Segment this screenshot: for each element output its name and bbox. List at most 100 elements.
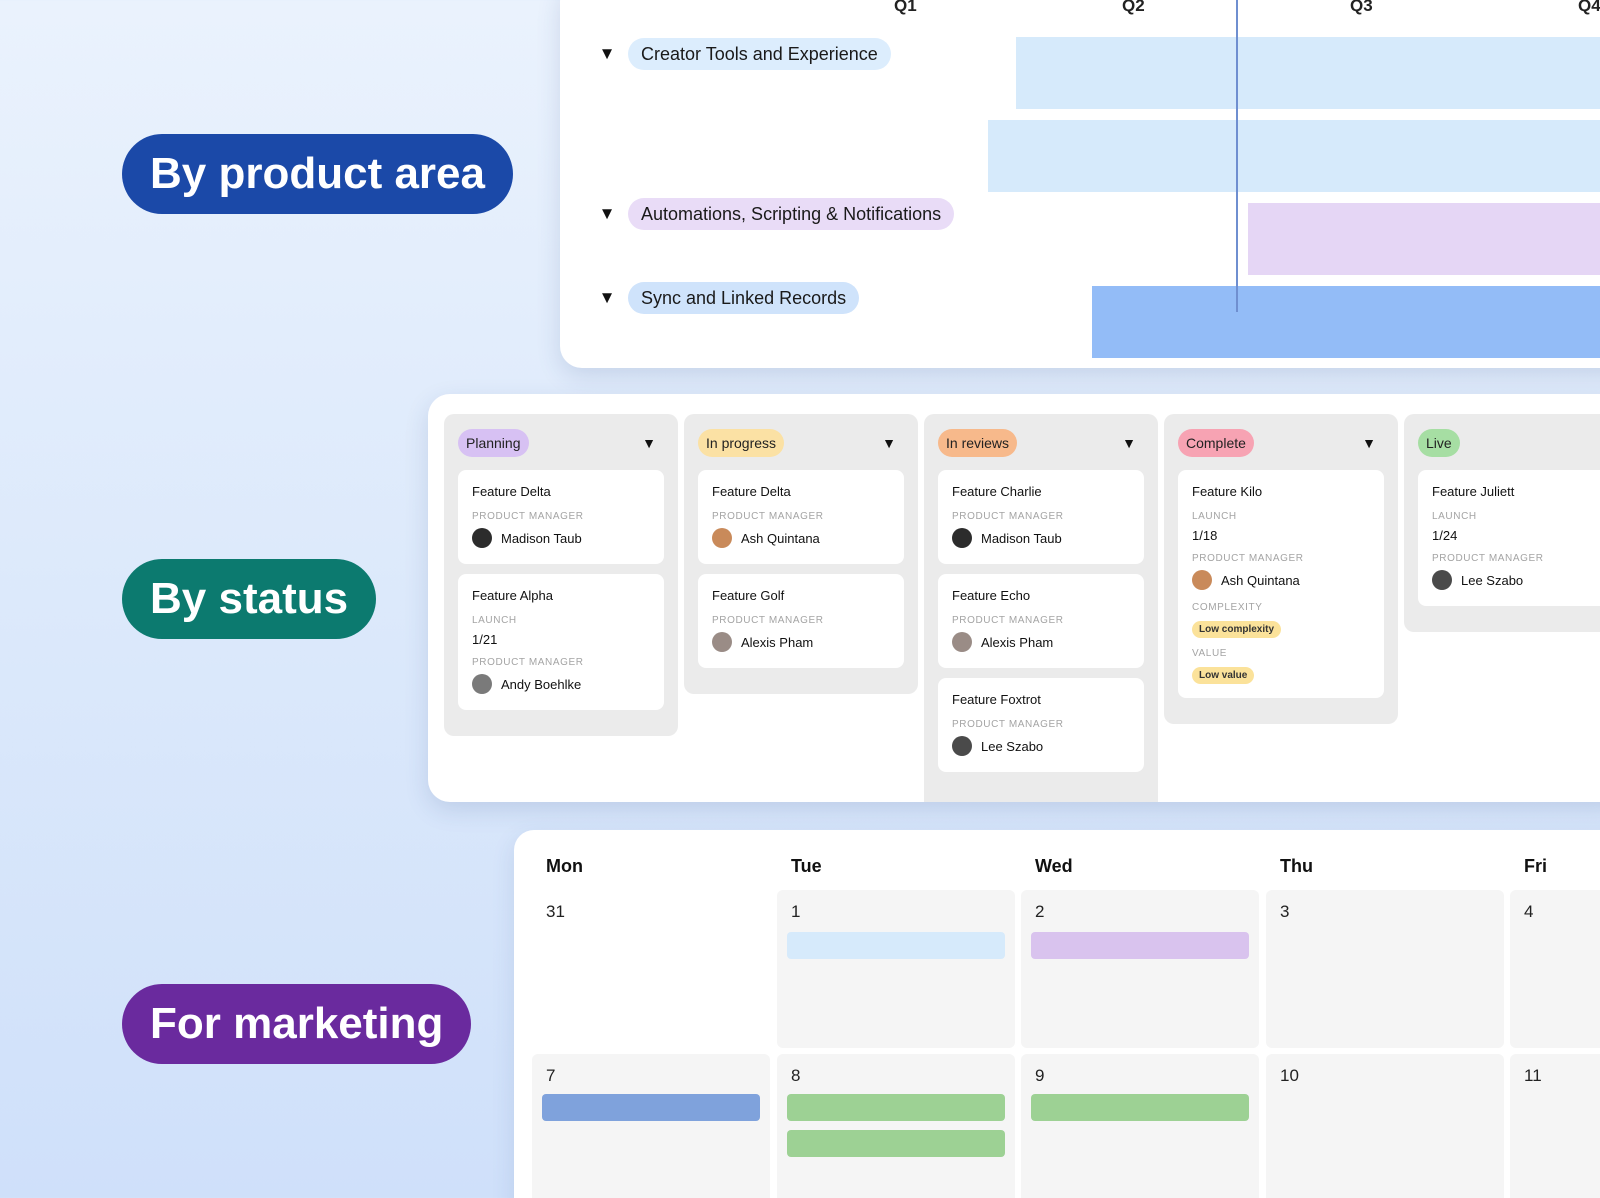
date-number: 2 xyxy=(1035,902,1045,921)
field-label: LAUNCH xyxy=(472,615,517,626)
card-title: Feature Delta xyxy=(712,484,791,499)
avatar xyxy=(952,736,972,756)
date-number: 31 xyxy=(546,902,565,921)
day-header: Wed xyxy=(1035,856,1073,876)
timeline-bar[interactable] xyxy=(988,120,1600,192)
quarter-header: Q4 xyxy=(1578,0,1600,15)
card-title: Feature Delta xyxy=(472,484,551,499)
person: Madison Taub xyxy=(472,528,650,548)
calendar-day-cell[interactable]: 7 xyxy=(532,1054,770,1198)
person: Ash Quintana xyxy=(712,528,890,548)
caret-down-icon[interactable]: ▼ xyxy=(642,435,656,451)
status-badge: In reviews xyxy=(938,429,1018,457)
field-label: COMPLEXITY xyxy=(1192,602,1263,613)
field-label: PRODUCT MANAGER xyxy=(952,511,1064,522)
calendar-event[interactable] xyxy=(542,1094,760,1121)
field-label: PRODUCT MANAGER xyxy=(1432,553,1544,564)
caret-down-icon[interactable]: ▼ xyxy=(1362,435,1376,451)
kanban-column-in-progress: In progress ▼ Feature Delta PRODUCT MANA… xyxy=(684,414,918,694)
person: Ash Quintana xyxy=(1192,570,1370,590)
kanban-card[interactable]: Feature Delta PRODUCT MANAGER Ash Quinta… xyxy=(698,470,904,564)
today-marker xyxy=(1236,0,1238,312)
person: Alexis Pham xyxy=(952,632,1130,652)
kanban-card[interactable]: Feature Echo PRODUCT MANAGER Alexis Pham xyxy=(938,574,1144,668)
person-name: Ash Quintana xyxy=(1221,572,1300,588)
person-name: Lee Szabo xyxy=(981,738,1044,754)
field-label: PRODUCT MANAGER xyxy=(472,511,584,522)
avatar xyxy=(472,674,492,694)
date-number: 8 xyxy=(791,1066,801,1085)
calendar-day-cell[interactable]: 31 xyxy=(532,890,770,1048)
launch-date: 1/18 xyxy=(1192,528,1218,543)
kanban-column-in-reviews: In reviews ▼ Feature Charlie PRODUCT MAN… xyxy=(924,414,1158,802)
caret-down-icon[interactable]: ▼ xyxy=(598,44,616,63)
launch-date: 1/24 xyxy=(1432,528,1458,543)
kanban-card[interactable]: Feature Kilo LAUNCH 1/18 PRODUCT MANAGER… xyxy=(1178,470,1384,698)
person-name: Lee Szabo xyxy=(1461,572,1524,588)
kanban-card[interactable]: Feature Alpha LAUNCH 1/21 PRODUCT MANAGE… xyxy=(458,574,664,710)
field-label: PRODUCT MANAGER xyxy=(712,615,824,626)
person: Lee Szabo xyxy=(1432,570,1600,590)
complexity-tag: Low complexity xyxy=(1192,621,1282,638)
caret-down-icon[interactable]: ▼ xyxy=(882,435,896,451)
card-title: Feature Charlie xyxy=(952,484,1042,499)
date-number: 10 xyxy=(1280,1066,1299,1085)
kanban-column-live: Live Feature Juliett LAUNCH 1/24 PRODUCT… xyxy=(1404,414,1600,632)
day-header: Tue xyxy=(791,856,822,876)
timeline-bar[interactable] xyxy=(1016,37,1600,109)
timeline-bar[interactable] xyxy=(1248,203,1600,275)
avatar xyxy=(1192,570,1212,590)
calendar-event[interactable] xyxy=(787,932,1005,959)
person: Madison Taub xyxy=(952,528,1130,548)
calendar-day-cell[interactable]: 2 xyxy=(1021,890,1259,1048)
card-title: Feature Juliett xyxy=(1432,484,1515,499)
calendar-day-cell[interactable]: 4 xyxy=(1510,890,1600,1048)
day-header: Thu xyxy=(1280,856,1313,876)
kanban-card[interactable]: Feature Golf PRODUCT MANAGER Alexis Pham xyxy=(698,574,904,668)
person-name: Ash Quintana xyxy=(741,530,820,546)
group-label: Creator Tools and Experience xyxy=(628,38,891,70)
card-title: Feature Foxtrot xyxy=(952,692,1041,707)
status-badge: Planning xyxy=(458,429,529,457)
calendar-day-cell[interactable]: 10 xyxy=(1266,1054,1504,1198)
kanban-card[interactable]: Feature Juliett LAUNCH 1/24 PRODUCT MANA… xyxy=(1418,470,1600,606)
calendar-day-cell[interactable]: 9 xyxy=(1021,1054,1259,1198)
date-number: 11 xyxy=(1524,1066,1542,1085)
card-title: Feature Alpha xyxy=(472,588,553,603)
caret-down-icon[interactable]: ▼ xyxy=(1122,435,1136,451)
launch-date: 1/21 xyxy=(472,632,498,647)
date-number: 4 xyxy=(1524,902,1534,921)
timeline-view: Q1 Q2 Q3 Q4 ▼ Creator Tools and Experien… xyxy=(560,0,1600,368)
by-status-label: By status xyxy=(122,559,377,639)
quarter-header: Q3 xyxy=(1350,0,1373,15)
caret-down-icon[interactable]: ▼ xyxy=(598,204,616,223)
status-badge: Complete xyxy=(1178,429,1254,457)
caret-down-icon[interactable]: ▼ xyxy=(598,288,616,307)
field-label: PRODUCT MANAGER xyxy=(952,719,1064,730)
by-product-area-label: By product area xyxy=(122,134,513,214)
status-badge: Live xyxy=(1418,429,1460,457)
kanban-card[interactable]: Feature Delta PRODUCT MANAGER Madison Ta… xyxy=(458,470,664,564)
quarter-header: Q1 xyxy=(894,0,917,15)
date-number: 9 xyxy=(1035,1066,1045,1085)
calendar-event[interactable] xyxy=(1031,1094,1249,1121)
person-name: Alexis Pham xyxy=(981,634,1054,650)
timeline-bar[interactable] xyxy=(1092,286,1600,358)
field-label: PRODUCT MANAGER xyxy=(952,615,1064,626)
calendar-event[interactable] xyxy=(1031,932,1249,959)
calendar-day-cell[interactable]: 11 xyxy=(1510,1054,1600,1198)
kanban-card[interactable]: Feature Charlie PRODUCT MANAGER Madison … xyxy=(938,470,1144,564)
avatar xyxy=(952,528,972,548)
field-label: LAUNCH xyxy=(1432,511,1477,522)
group-label: Automations, Scripting & Notifications xyxy=(628,198,955,230)
calendar-day-cell[interactable]: 8 xyxy=(777,1054,1015,1198)
calendar-view: Mon Tue Wed Thu Fri 31 1 2 3 4 7 8 9 10 … xyxy=(514,830,1600,1198)
calendar-day-cell[interactable]: 3 xyxy=(1266,890,1504,1048)
day-header: Mon xyxy=(546,856,583,876)
kanban-card[interactable]: Feature Foxtrot PRODUCT MANAGER Lee Szab… xyxy=(938,678,1144,772)
date-number: 3 xyxy=(1280,902,1290,921)
calendar-event[interactable] xyxy=(787,1094,1005,1121)
calendar-event[interactable] xyxy=(787,1130,1005,1157)
kanban-view: Planning ▼ Feature Delta PRODUCT MANAGER… xyxy=(428,394,1600,802)
calendar-day-cell[interactable]: 1 xyxy=(777,890,1015,1048)
